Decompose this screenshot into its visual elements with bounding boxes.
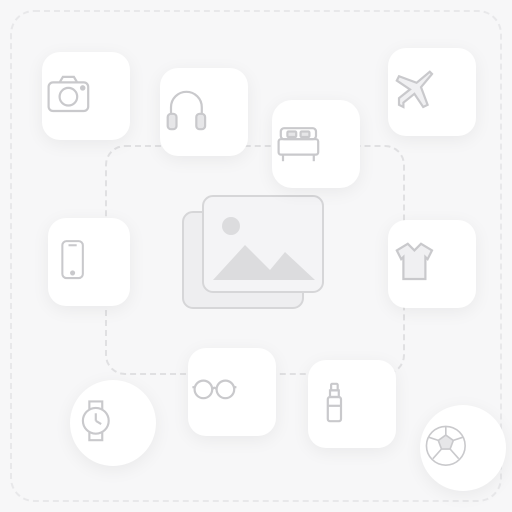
glasses-icon <box>188 363 276 421</box>
shirt-icon <box>388 235 476 293</box>
category-tile-watch[interactable] <box>70 380 156 466</box>
soccer-ball-icon <box>420 420 506 477</box>
phone-icon <box>48 235 130 289</box>
category-tile-ball[interactable] <box>420 405 506 491</box>
category-tile-spray[interactable] <box>308 360 396 448</box>
category-tile-phone[interactable] <box>48 218 130 306</box>
image-placeholder-icon <box>175 190 335 330</box>
category-tile-bed[interactable] <box>272 100 360 188</box>
category-tile-headphones[interactable] <box>160 68 248 156</box>
category-tile-glasses[interactable] <box>188 348 276 436</box>
camera-icon <box>42 67 130 125</box>
category-tile-shirt[interactable] <box>388 220 476 308</box>
watch-icon <box>70 395 156 452</box>
headphones-icon <box>160 83 248 141</box>
airplane-icon <box>388 63 476 121</box>
spray-bottle-icon <box>308 375 396 433</box>
category-tile-airplane[interactable] <box>388 48 476 136</box>
bed-icon <box>272 115 360 173</box>
category-tile-camera[interactable] <box>42 52 130 140</box>
